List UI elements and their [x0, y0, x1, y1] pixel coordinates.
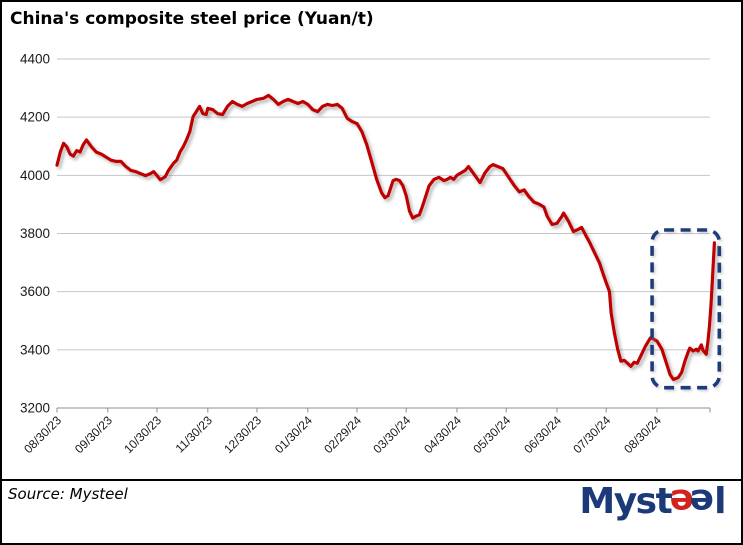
- gridlines: [57, 58, 710, 351]
- x-tick-label: 10/30/23: [121, 413, 164, 456]
- y-tick-label: 3600: [20, 284, 50, 299]
- logo-text-myst: Myst: [579, 481, 672, 522]
- x-tick-label: 09/30/23: [72, 413, 115, 456]
- source-label: Source: Mysteel: [8, 485, 128, 503]
- highlight-dashed-box: [650, 228, 722, 390]
- axis-labels: 3200 3400 3600 3800 4000 4200 4400 08/30/23 09/3…: [20, 52, 664, 457]
- x-axis: [56, 407, 711, 413]
- x-tick-label: 08/30/23: [21, 413, 64, 456]
- price-series-line: [55, 93, 716, 382]
- chart-title: China's composite steel price (Yuan/t): [10, 9, 374, 29]
- x-tick-label: 02/29/24: [321, 413, 364, 456]
- source-bar: Source: Mysteel Mysteel: [2, 479, 741, 543]
- x-tick-label: 04/30/24: [421, 413, 464, 456]
- logo-text-l: l: [714, 481, 726, 522]
- logo-blue-e: e: [691, 481, 715, 522]
- highlight-box: [650, 228, 722, 390]
- x-tick-label: 05/30/24: [470, 413, 513, 456]
- price-line-chart: 3200 3400 3600 3800 4000 4200 4400 08/30/23 09/3…: [20, 52, 722, 457]
- mysteel-logo: Mysteel: [579, 481, 726, 522]
- x-tick-label: 11/30/23: [173, 413, 216, 456]
- x-tick-label: 01/30/24: [272, 413, 315, 456]
- x-tick-label: 07/30/24: [570, 413, 613, 456]
- x-tick-label: 03/30/24: [370, 413, 413, 456]
- y-tick-label: 4200: [20, 110, 50, 125]
- y-tick-label: 3800: [20, 226, 50, 241]
- price-line: [55, 93, 716, 382]
- y-tick-label: 3400: [20, 342, 50, 357]
- x-tick-label: 06/30/24: [521, 413, 564, 456]
- y-tick-label: 3200: [20, 401, 50, 416]
- y-tick-label: 4000: [20, 168, 50, 183]
- x-tick-label: 08/30/24: [621, 413, 664, 456]
- x-tick-label: 12/30/23: [221, 413, 264, 456]
- y-tick-label: 4400: [20, 52, 50, 67]
